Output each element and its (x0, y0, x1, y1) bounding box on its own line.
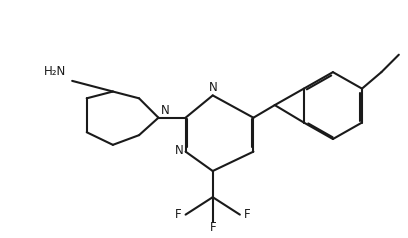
Text: N: N (160, 104, 169, 117)
Text: F: F (209, 221, 216, 234)
Text: N: N (209, 81, 218, 94)
Text: F: F (175, 208, 182, 221)
Text: F: F (244, 208, 251, 221)
Text: N: N (175, 144, 184, 157)
Text: H₂N: H₂N (44, 65, 67, 78)
